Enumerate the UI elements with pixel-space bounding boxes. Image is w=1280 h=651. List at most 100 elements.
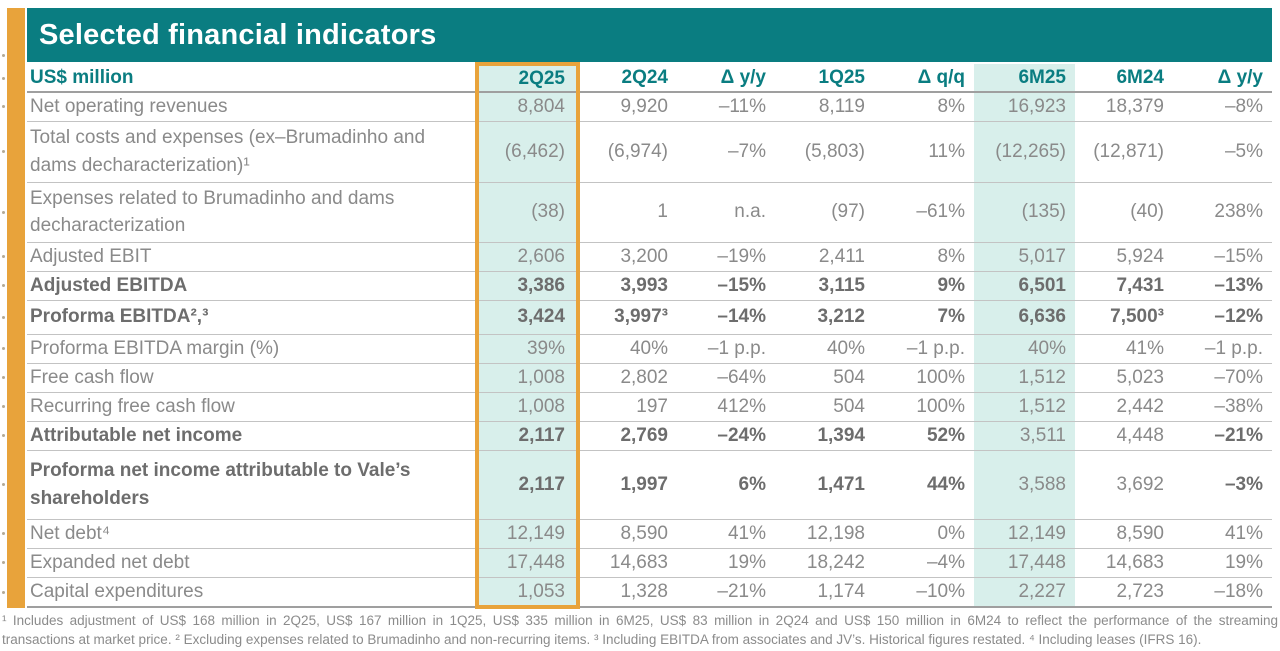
cell-y-y: 41% — [1173, 518, 1272, 549]
cell-2q25: 2,606 — [475, 241, 580, 272]
table-row: Total costs and expenses (ex–Brumadinho … — [27, 120, 1272, 183]
cell-6m25: 17,448 — [974, 547, 1075, 578]
row-label: Adjusted EBIT — [27, 241, 477, 272]
row-label: Net operating revenues — [27, 91, 477, 122]
cell-2q25: 1,053 — [475, 576, 580, 610]
cell-6m24: 5,023 — [1075, 362, 1173, 393]
column-header-us-million: US$ million — [27, 64, 477, 93]
cell-6m24: 8,590 — [1075, 518, 1173, 549]
cell-2q24: 14,683 — [578, 547, 677, 578]
bullet-dot — [2, 405, 5, 409]
cell-6m24: (12,871) — [1075, 120, 1173, 183]
row-label: Proforma net income attributable to Vale… — [27, 449, 477, 520]
cell-6m25: 2,227 — [974, 576, 1075, 609]
cell-q-q: 9% — [874, 270, 974, 301]
cell-y-y: –13% — [1173, 270, 1272, 301]
cell-y-y: 41% — [677, 518, 775, 549]
cell-y-y: –18% — [1173, 576, 1272, 609]
cell-q-q: 0% — [874, 518, 974, 549]
cell-1q25: (97) — [775, 181, 874, 243]
cell-6m25: (12,265) — [974, 120, 1075, 183]
footnote-line-2: transactions at market price. ² Excludin… — [2, 632, 1202, 647]
cell-q-q: 100% — [874, 391, 974, 422]
cell-q-q: –1 p.p. — [874, 333, 974, 364]
bullet-dot — [2, 532, 5, 536]
cell-q-q: 52% — [874, 420, 974, 451]
table-row: Adjusted EBITDA 3,386 3,993 –15% 3,115 9% 6,50… — [27, 270, 1272, 301]
cell-1q25: 1,394 — [775, 420, 874, 451]
cell-6m25: (135) — [974, 181, 1075, 243]
cell-6m25: 16,923 — [974, 91, 1075, 122]
bullet-dot — [2, 483, 5, 487]
footnote-line-1: ¹ Includes adjustment of US$ 168 million… — [2, 613, 1278, 628]
table-row: Net debt⁴ 12,149 8,590 41% 12,198 0% 12,149 8,5… — [27, 518, 1272, 549]
cell-q-q: 100% — [874, 362, 974, 393]
bullet-dot — [2, 315, 5, 319]
cell-y-y: n.a. — [677, 181, 775, 243]
cell-6m24: 5,924 — [1075, 241, 1173, 272]
cell-6m25: 6,636 — [974, 299, 1075, 335]
cell-2q24: 1,328 — [578, 576, 677, 609]
row-label: Capital expenditures — [27, 576, 477, 609]
cell-1q25: 3,212 — [775, 299, 874, 335]
cell-6m24: 2,442 — [1075, 391, 1173, 422]
cell-y-y: –14% — [677, 299, 775, 335]
cell-q-q: –4% — [874, 547, 974, 578]
cell-6m25: 40% — [974, 333, 1075, 364]
cell-6m24: 41% — [1075, 333, 1173, 364]
cell-y-y: –21% — [677, 576, 775, 609]
cell-6m25: 1,512 — [974, 362, 1075, 393]
cell-2q24: 9,920 — [578, 91, 677, 122]
cell-6m25: 5,017 — [974, 241, 1075, 272]
cell-6m25: 3,511 — [974, 420, 1075, 451]
cell-1q25: 12,198 — [775, 518, 874, 549]
bullet-dot — [2, 76, 5, 80]
cell-y-y: –19% — [677, 241, 775, 272]
cell-2q25: 2,117 — [475, 420, 580, 451]
cell-y-y: –12% — [1173, 299, 1272, 335]
bullet-dot — [2, 54, 5, 57]
table-row: Expenses related to Brumadinho and dams … — [27, 181, 1272, 243]
table-row: Adjusted EBIT 2,606 3,200 –19% 2,411 8% 5,017 5… — [27, 241, 1272, 272]
cell-y-y: 412% — [677, 391, 775, 422]
cell-2q25: 12,149 — [475, 518, 580, 549]
cell-1q25: (5,803) — [775, 120, 874, 183]
bullet-dot — [2, 105, 5, 109]
cell-6m24: 3,692 — [1075, 449, 1173, 520]
cell-2q24: 1 — [578, 181, 677, 243]
cell-q-q: 7% — [874, 299, 974, 335]
column-header-6m25: 6M25 — [974, 64, 1075, 93]
cell-y-y: –5% — [1173, 120, 1272, 183]
table-row: Net operating revenues 8,804 9,920 –11% 8,11… — [27, 91, 1272, 122]
financial-table: US$ million 2Q25 2Q24 Δ y/y 1Q25 Δ q/q 6M25 6M2… — [27, 62, 1272, 610]
cell-6m24: 2,723 — [1075, 576, 1173, 609]
title-banner: Selected financial indicators — [27, 8, 1272, 62]
cell-6m24: 4,448 — [1075, 420, 1173, 451]
cell-2q25: (6,462) — [475, 120, 580, 183]
cell-2q24: 3,997³ — [578, 299, 677, 335]
bullet-dot — [2, 376, 5, 380]
cell-y-y: 238% — [1173, 181, 1272, 243]
cell-q-q: 8% — [874, 241, 974, 272]
cell-2q24: 3,200 — [578, 241, 677, 272]
bullet-dot — [2, 284, 5, 288]
column-header-6m24: 6M24 — [1075, 64, 1173, 93]
cell-y-y: 6% — [677, 449, 775, 520]
cell-2q25: (38) — [475, 181, 580, 243]
cell-2q24: 2,802 — [578, 362, 677, 393]
cell-6m25: 6,501 — [974, 270, 1075, 301]
cell-2q24: 8,590 — [578, 518, 677, 549]
bullet-dot — [2, 590, 5, 594]
cell-y-y: –1 p.p. — [1173, 333, 1272, 364]
cell-6m24: 7,431 — [1075, 270, 1173, 301]
cell-y-y: –15% — [1173, 241, 1272, 272]
row-label: Expanded net debt — [27, 547, 477, 578]
cell-q-q: 8% — [874, 91, 974, 122]
bullet-dot — [2, 255, 5, 259]
row-label: Attributable net income — [27, 420, 477, 451]
cell-1q25: 1,174 — [775, 576, 874, 609]
cell-1q25: 504 — [775, 391, 874, 422]
bullet-dot — [2, 561, 5, 565]
cell-y-y: –38% — [1173, 391, 1272, 422]
cell-6m25: 3,588 — [974, 449, 1075, 520]
